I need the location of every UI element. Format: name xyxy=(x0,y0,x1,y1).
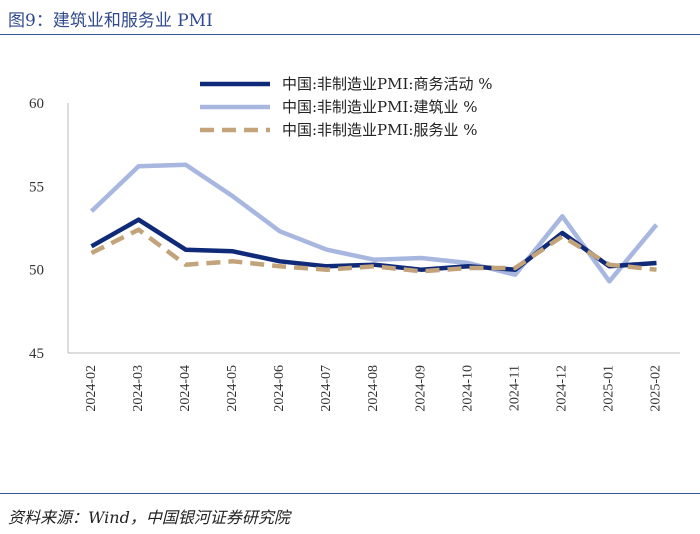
y-tick-label: 50 xyxy=(29,263,44,279)
y-tick-label: 60 xyxy=(29,96,44,112)
x-tick-label: 2024-04 xyxy=(178,365,193,412)
legend: 中国:非制造业PMI:商务活动 % 中国:非制造业PMI:建筑业 % 中国:非制造业… xyxy=(200,75,493,139)
x-tick-label: 2024-03 xyxy=(131,365,146,412)
x-tick-label: 2024-06 xyxy=(272,365,287,412)
series-lines xyxy=(89,162,659,284)
source-note: 资料来源：Wind，中国银河证券研究院 xyxy=(8,508,290,527)
figure-title: 图9：建筑业和服务业 PMI xyxy=(8,11,213,31)
series-line-1 xyxy=(89,162,659,284)
x-tick-label: 2024-09 xyxy=(413,365,428,412)
x-tick-label: 2024-12 xyxy=(555,365,570,412)
x-tick-label: 2024-10 xyxy=(460,365,475,412)
x-tick-label: 2024-08 xyxy=(366,365,381,412)
series-line-0 xyxy=(90,217,657,272)
y-tick-label: 45 xyxy=(29,346,44,362)
bottom-rule xyxy=(0,493,700,494)
x-tick-label: 2025-01 xyxy=(602,365,617,412)
legend-label: 中国:非制造业PMI:服务业 % xyxy=(282,121,478,139)
legend-label: 中国:非制造业PMI:商务活动 % xyxy=(282,75,493,93)
top-rule xyxy=(0,34,700,35)
x-tick-label: 2024-07 xyxy=(319,365,334,412)
y-tick-label: 55 xyxy=(29,179,44,195)
legend-label: 中国:非制造业PMI:建筑业 % xyxy=(282,98,478,116)
x-tick-label: 2024-11 xyxy=(507,365,522,411)
x-tick-label: 2024-02 xyxy=(84,365,99,412)
series-line-2 xyxy=(90,227,657,274)
x-tick-label: 2024-05 xyxy=(225,365,240,412)
x-tick-label: 2025-02 xyxy=(649,365,664,412)
x-axis-ticks: 2024-02 2024-03 2024-04 2024-05 2024-06 2024-… xyxy=(84,365,664,412)
y-axis-ticks: 45 50 55 60 xyxy=(29,96,44,362)
